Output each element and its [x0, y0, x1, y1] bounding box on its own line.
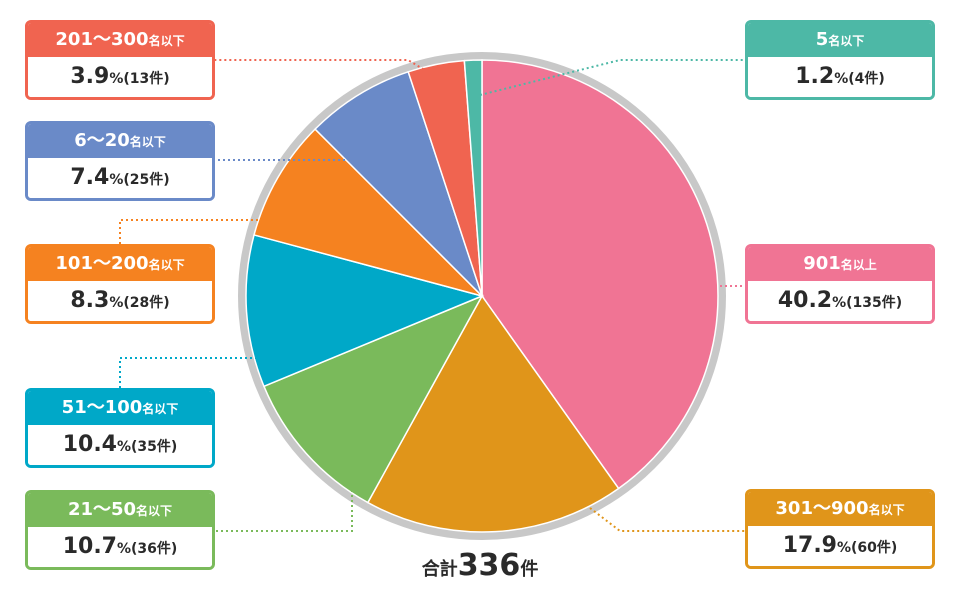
total-value: 336 — [457, 548, 521, 583]
percent-symbol: % — [109, 172, 124, 188]
slice-count: (36件) — [131, 541, 178, 557]
pie-slice — [262, 294, 484, 504]
slice-count: (13件) — [123, 71, 170, 87]
slice-callout: 51～100名以下 10.4%(35件) — [25, 388, 215, 468]
callout-body: 3.9%(13件) — [28, 57, 212, 97]
slice-unit: 名以下 — [828, 34, 865, 48]
total-label: 合計336件 — [380, 548, 580, 583]
percent-symbol: % — [116, 439, 132, 455]
slice-label: 201～300 — [55, 29, 149, 50]
pie-outer-ring — [238, 52, 726, 540]
percent-symbol: % — [109, 71, 124, 87]
callout-body: 8.3%(28件) — [28, 281, 212, 321]
leader-line — [119, 357, 262, 388]
slice-unit: 名以下 — [148, 258, 185, 272]
callout-header: 6～20名以下 — [28, 124, 212, 158]
slice-callout: 101～200名以下 8.3%(28件) — [25, 244, 215, 324]
percent-symbol: % — [109, 295, 124, 311]
slice-label: 101～200 — [55, 253, 149, 274]
slice-callout: 901名以上 40.2%(135件) — [745, 244, 935, 324]
slice-percent: 40.2 — [777, 288, 833, 313]
callout-header: 101～200名以下 — [28, 247, 212, 281]
slice-count: (35件) — [131, 439, 178, 455]
callout-header: 5名以下 — [748, 23, 932, 57]
slice-label: 5 — [815, 29, 829, 50]
slice-callout: 5名以下 1.2%(4件) — [745, 20, 935, 100]
slice-unit: 名以下 — [129, 135, 166, 149]
leader-line — [215, 490, 353, 532]
callout-header: 21～50名以下 — [28, 493, 212, 527]
callout-body: 10.7%(36件) — [28, 527, 212, 567]
slice-count: (25件) — [123, 172, 170, 188]
total-text: 合計 — [421, 559, 458, 580]
slice-percent: 10.7 — [62, 534, 117, 559]
slice-percent: 10.4 — [62, 432, 117, 457]
slice-unit: 名以下 — [142, 402, 179, 416]
callout-body: 10.4%(35件) — [28, 425, 212, 465]
leader-line — [589, 507, 745, 532]
slice-unit: 名以下 — [868, 503, 905, 517]
callout-body: 1.2%(4件) — [748, 57, 932, 97]
pie-slice — [245, 234, 485, 388]
callout-body: 7.4%(25件) — [28, 158, 212, 198]
slice-label: 51～100 — [61, 397, 143, 418]
slice-unit: 名以上 — [840, 258, 877, 272]
slice-label: 901 — [803, 253, 841, 274]
slice-label: 301～900 — [775, 498, 869, 519]
slice-count: (60件) — [851, 540, 898, 556]
slice-unit: 名以下 — [148, 34, 185, 48]
percent-symbol: % — [834, 71, 849, 87]
slice-callout: 6～20名以下 7.4%(25件) — [25, 121, 215, 201]
slice-percent: 7.4 — [70, 165, 110, 190]
slice-count: (28件) — [123, 295, 170, 311]
pie-slice — [253, 128, 485, 298]
callout-header: 201～300名以下 — [28, 23, 212, 57]
slice-percent: 3.9 — [70, 64, 110, 89]
slice-callout: 201～300名以下 3.9%(13件) — [25, 20, 215, 100]
percent-symbol: % — [116, 541, 132, 557]
callout-header: 901名以上 — [748, 247, 932, 281]
slice-count: (135件) — [846, 295, 903, 311]
percent-symbol: % — [832, 295, 847, 311]
slice-unit: 名以下 — [136, 504, 173, 518]
slice-count: (4件) — [848, 71, 885, 87]
slice-percent: 8.3 — [70, 288, 110, 313]
slice-label: 21～50 — [67, 499, 137, 520]
pie-slice — [314, 70, 483, 297]
callout-body: 17.9%(60件) — [748, 526, 932, 566]
slice-percent: 17.9 — [782, 533, 837, 558]
slice-callout: 21～50名以下 10.7%(36件) — [25, 490, 215, 570]
leader-line — [119, 219, 263, 244]
total-unit: 件 — [520, 559, 539, 580]
callout-header: 301～900名以下 — [748, 492, 932, 526]
slice-callout: 301～900名以下 17.9%(60件) — [745, 489, 935, 569]
pie-slice — [366, 294, 620, 533]
leader-line — [215, 59, 429, 73]
percent-symbol: % — [836, 540, 852, 556]
pie-slice — [463, 59, 483, 297]
callout-body: 40.2%(135件) — [748, 281, 932, 321]
callout-header: 51～100名以下 — [28, 391, 212, 425]
slice-label: 6～20 — [74, 130, 130, 151]
slice-percent: 1.2 — [795, 64, 835, 89]
